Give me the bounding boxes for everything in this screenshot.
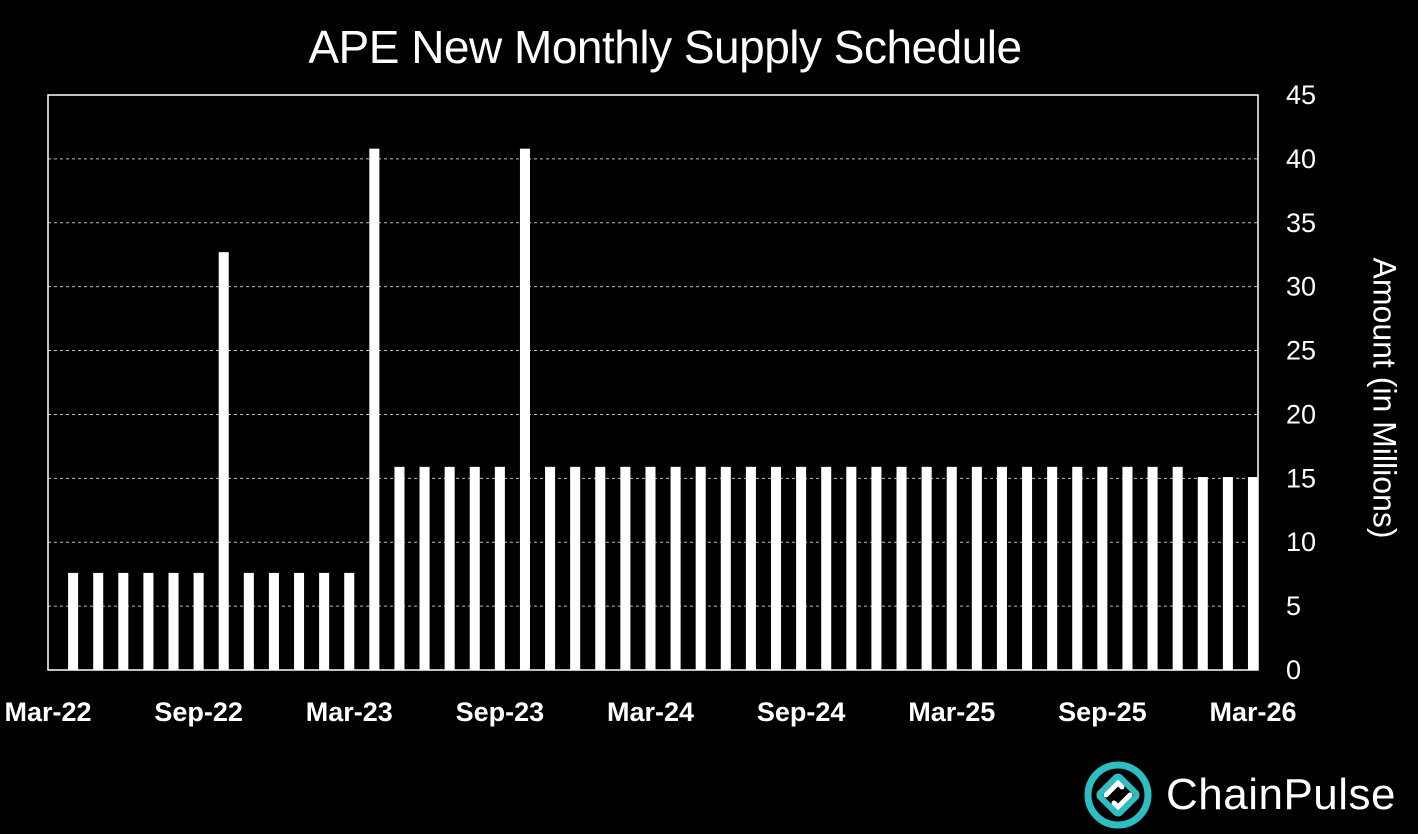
brand-name: ChainPulse (1166, 770, 1397, 819)
y-tick-label: 10 (1286, 527, 1316, 557)
bar-Jul-22 (143, 572, 154, 670)
bar-Nov-25 (1147, 466, 1158, 670)
y-tick-label: 15 (1286, 463, 1316, 493)
bar-Dec-25 (1172, 466, 1183, 670)
bar-May-24 (695, 466, 706, 670)
bar-Nov-23 (545, 466, 556, 670)
x-tick-label: Sep-24 (757, 697, 846, 727)
bar-Jan-26 (1197, 477, 1208, 670)
bar-May-23 (394, 466, 405, 670)
bar-Apr-24 (670, 466, 681, 670)
bar-Jun-22 (118, 572, 129, 670)
y-tick-label: 0 (1286, 655, 1301, 685)
bar-Sep-25 (1097, 466, 1108, 670)
bar-Dec-22 (268, 572, 279, 670)
bar-Sep-23 (494, 466, 505, 670)
bar-Feb-25 (921, 466, 932, 670)
bar-Apr-22 (68, 572, 79, 670)
bar-Sep-22 (193, 572, 204, 670)
bar-Oct-24 (821, 466, 832, 670)
y-tick-label: 35 (1286, 208, 1316, 238)
bar-Nov-22 (243, 572, 254, 670)
x-tick-label: Mar-26 (1209, 697, 1296, 727)
bar-Oct-23 (519, 148, 530, 670)
bar-Aug-23 (469, 466, 480, 670)
bar-Jul-23 (444, 466, 455, 670)
chart-title: APE New Monthly Supply Schedule (308, 21, 1022, 73)
bar-Feb-26 (1222, 477, 1233, 670)
bar-Feb-23 (319, 572, 330, 670)
bar-Jun-24 (720, 466, 731, 670)
bar-May-22 (93, 572, 104, 670)
bar-Feb-24 (620, 466, 631, 670)
bar-Mar-25 (946, 466, 957, 670)
x-tick-label: Mar-23 (306, 697, 393, 727)
bar-Dec-24 (871, 466, 882, 670)
bar-Mar-24 (645, 466, 656, 670)
bar-Mar-23 (344, 572, 355, 670)
bar-Mar-26 (1247, 477, 1258, 670)
bar-May-25 (996, 466, 1007, 670)
bar-Dec-23 (570, 466, 581, 670)
bar-Oct-25 (1122, 466, 1133, 670)
bar-Apr-25 (971, 466, 982, 670)
brand-watermark: ChainPulse (1084, 761, 1397, 829)
y-tick-label: 45 (1286, 80, 1316, 110)
chainpulse-logo-icon (1084, 761, 1152, 829)
bar-Jun-23 (419, 466, 430, 670)
bar-Sep-24 (796, 466, 807, 670)
bar-Nov-24 (846, 466, 857, 670)
y-tick-label: 5 (1286, 591, 1301, 621)
bar-Jul-24 (745, 466, 756, 670)
x-tick-label: Sep-23 (456, 697, 545, 727)
bar-Jul-25 (1047, 466, 1058, 670)
x-tick-label: Sep-22 (154, 697, 243, 727)
bar-Jun-25 (1022, 466, 1033, 670)
x-tick-label: Mar-25 (908, 697, 995, 727)
bar-Jan-25 (896, 466, 907, 670)
bar-Oct-22 (218, 252, 229, 670)
bar-Aug-24 (770, 466, 782, 670)
bar-Jan-24 (595, 466, 606, 670)
y-tick-label: 20 (1286, 399, 1316, 429)
x-tick-label: Sep-25 (1058, 697, 1147, 727)
y-tick-label: 40 (1286, 144, 1316, 174)
x-tick-label: Mar-22 (4, 697, 91, 727)
y-tick-label: 30 (1286, 272, 1316, 302)
bar-Jan-23 (294, 572, 305, 670)
x-tick-label: Mar-24 (607, 697, 694, 727)
bar-Aug-22 (168, 572, 179, 670)
bar-Aug-25 (1072, 466, 1083, 670)
y-axis-label: Amount (in Millions) (1366, 257, 1403, 539)
y-tick-label: 25 (1286, 336, 1316, 366)
bar-Apr-23 (369, 148, 380, 670)
